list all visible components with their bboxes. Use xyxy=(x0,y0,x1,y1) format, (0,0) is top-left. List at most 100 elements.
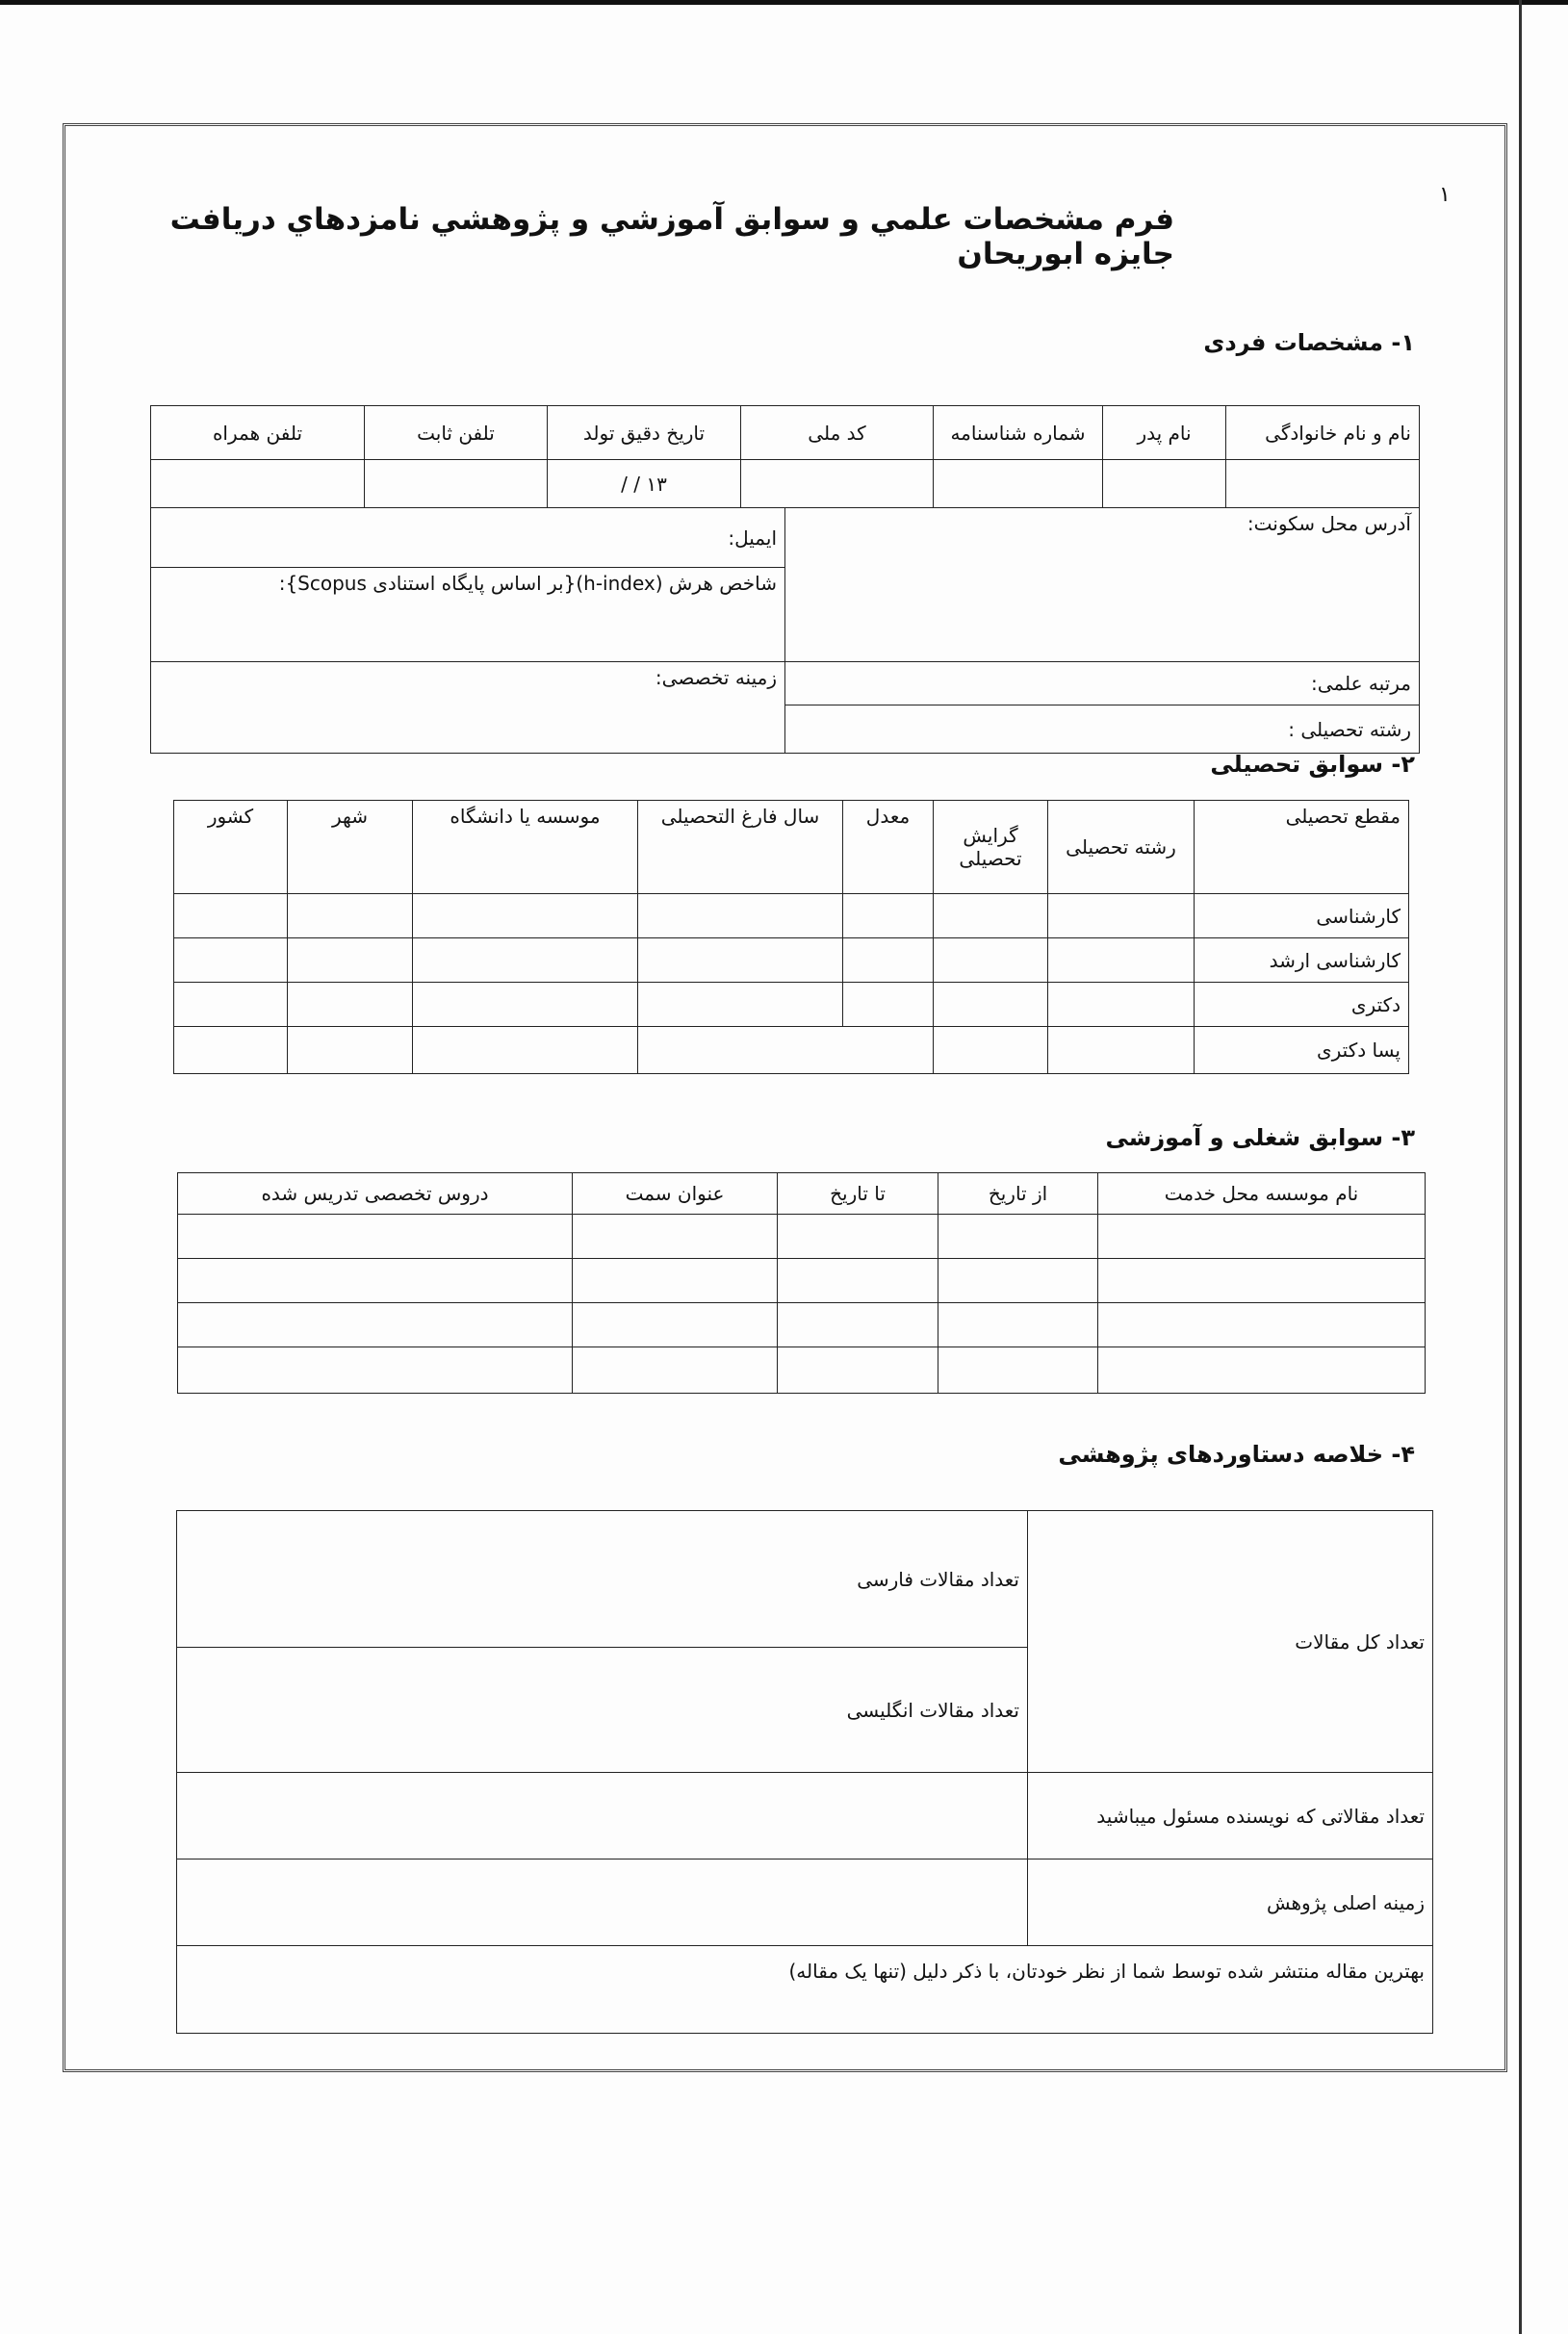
english-articles-field[interactable]: تعداد مقالات انگلیسی xyxy=(176,1647,1028,1773)
header-institution: نام موسسه محل خدمت xyxy=(1097,1172,1426,1215)
cell[interactable] xyxy=(637,982,843,1027)
cell[interactable] xyxy=(287,1026,413,1074)
section3-heading: ۳- سوابق شغلی و آموزشی xyxy=(1105,1124,1415,1151)
main-research-field-label: زمینه اصلی پژوهش xyxy=(1027,1859,1433,1946)
cell[interactable] xyxy=(177,1302,573,1347)
cell[interactable] xyxy=(572,1258,778,1303)
header-specialization: گرایش تحصیلی xyxy=(933,800,1048,894)
cell[interactable] xyxy=(938,1347,1098,1394)
cell[interactable] xyxy=(412,893,638,938)
header-major: رشته تحصیلی xyxy=(1047,800,1195,894)
cell[interactable] xyxy=(938,1258,1098,1303)
name-field[interactable] xyxy=(1225,459,1420,508)
cell[interactable] xyxy=(842,982,934,1027)
cell[interactable] xyxy=(842,937,934,983)
scan-edge xyxy=(0,0,1568,5)
cell[interactable] xyxy=(1047,1026,1195,1074)
cell[interactable] xyxy=(412,937,638,983)
header-city: شهر xyxy=(287,800,413,894)
cell[interactable] xyxy=(173,893,288,938)
cell[interactable] xyxy=(637,937,843,983)
employment-table: نام موسسه محل خدمت از تاریخ تا تاریخ عنو… xyxy=(177,1172,1426,1394)
phone-field[interactable] xyxy=(364,459,548,508)
cell[interactable] xyxy=(1097,1302,1426,1347)
birth-date-field[interactable]: ۱۳ / / xyxy=(547,459,741,508)
email-field[interactable]: ایمیل: xyxy=(150,507,785,568)
academic-rank-field[interactable]: مرتبه علمی: xyxy=(784,661,1420,705)
header-id-number: شماره شناسنامه xyxy=(933,405,1103,460)
scan-edge xyxy=(1519,0,1522,2334)
cell[interactable] xyxy=(1097,1258,1426,1303)
cell[interactable] xyxy=(287,982,413,1027)
cell[interactable] xyxy=(173,937,288,983)
section1-heading: ۱- مشخصات فردی xyxy=(1203,329,1415,356)
header-position: عنوان سمت xyxy=(572,1172,778,1215)
corresponding-author-field[interactable] xyxy=(176,1772,1028,1860)
header-courses: دروس تخصصی تدریس شده xyxy=(177,1172,573,1215)
cell[interactable] xyxy=(933,1026,1048,1074)
page-border xyxy=(63,123,1507,2072)
form-title: فرم مشخصات علمي و سوابق آموزشي و پژوهشي … xyxy=(169,202,1174,271)
research-summary-table: تعداد کل مقالات تعداد مقالات فارسی تعداد… xyxy=(176,1510,1433,2034)
specialty-field[interactable]: زمینه تخصصی: xyxy=(150,661,785,754)
total-articles-label: تعداد کل مقالات xyxy=(1027,1510,1433,1773)
section2-heading: ۲- سوابق تحصیلی xyxy=(1210,751,1415,778)
header-degree: مقطع تحصیلی xyxy=(1194,800,1409,894)
address-field[interactable]: آدرس محل سکونت: xyxy=(784,507,1420,662)
best-article-field[interactable]: بهترین مقاله منتشر شده توسط شما از نظر خ… xyxy=(176,1945,1433,2034)
cell[interactable] xyxy=(572,1347,778,1394)
field-of-study-field[interactable]: رشته تحصیلی : xyxy=(784,705,1420,754)
cell[interactable] xyxy=(1097,1214,1426,1259)
corresponding-author-label: تعداد مقالاتی که نویسنده مسئول میباشید xyxy=(1027,1772,1433,1860)
cell[interactable] xyxy=(287,937,413,983)
header-country: کشور xyxy=(173,800,288,894)
cell[interactable] xyxy=(177,1258,573,1303)
cell[interactable] xyxy=(777,1258,938,1303)
cell[interactable] xyxy=(1047,982,1195,1027)
id-number-field[interactable] xyxy=(933,459,1103,508)
cell[interactable] xyxy=(287,893,413,938)
personal-info-table: نام و نام خانوادگی نام پدر شماره شناسنام… xyxy=(150,405,1420,508)
cell[interactable] xyxy=(938,1214,1098,1259)
cell[interactable] xyxy=(637,1026,934,1074)
row-label-master: کارشناسی ارشد xyxy=(1194,937,1409,983)
header-to-date: تا تاریخ xyxy=(777,1172,938,1215)
header-father: نام پدر xyxy=(1102,405,1226,460)
national-code-field[interactable] xyxy=(740,459,934,508)
cell[interactable] xyxy=(1097,1347,1426,1394)
cell[interactable] xyxy=(177,1214,573,1259)
cell[interactable] xyxy=(777,1214,938,1259)
cell[interactable] xyxy=(933,937,1048,983)
cell[interactable] xyxy=(777,1302,938,1347)
header-graduation-year: سال فارغ التحصیلی xyxy=(637,800,843,894)
page-number: ۱ xyxy=(1439,183,1451,207)
cell[interactable] xyxy=(173,982,288,1027)
row-label-bachelor: کارشناسی xyxy=(1194,893,1409,938)
cell[interactable] xyxy=(412,1026,638,1074)
cell[interactable] xyxy=(933,982,1048,1027)
cell[interactable] xyxy=(842,893,934,938)
cell[interactable] xyxy=(412,982,638,1027)
header-national-code: کد ملی xyxy=(740,405,934,460)
cell[interactable] xyxy=(938,1302,1098,1347)
cell[interactable] xyxy=(572,1302,778,1347)
header-phone: تلفن ثابت xyxy=(364,405,548,460)
cell[interactable] xyxy=(572,1214,778,1259)
mobile-field[interactable] xyxy=(150,459,365,508)
father-field[interactable] xyxy=(1102,459,1226,508)
cell[interactable] xyxy=(1047,893,1195,938)
row-label-postdoc: پسا دکتری xyxy=(1194,1026,1409,1074)
cell[interactable] xyxy=(637,893,843,938)
header-from-date: از تاریخ xyxy=(938,1172,1098,1215)
persian-articles-field[interactable]: تعداد مقالات فارسی xyxy=(176,1510,1028,1648)
hindex-field[interactable]: شاخص هرش (h-index){بر اساس پایگاه استناد… xyxy=(150,567,785,662)
cell[interactable] xyxy=(177,1347,573,1394)
cell[interactable] xyxy=(933,893,1048,938)
header-university: موسسه یا دانشگاه xyxy=(412,800,638,894)
cell[interactable] xyxy=(173,1026,288,1074)
section4-heading: ۴- خلاصه دستاوردهای پژوهشی xyxy=(1058,1441,1415,1468)
cell[interactable] xyxy=(777,1347,938,1394)
header-birth-date: تاریخ دقیق تولد xyxy=(547,405,741,460)
main-research-field-input[interactable] xyxy=(176,1859,1028,1946)
cell[interactable] xyxy=(1047,937,1195,983)
